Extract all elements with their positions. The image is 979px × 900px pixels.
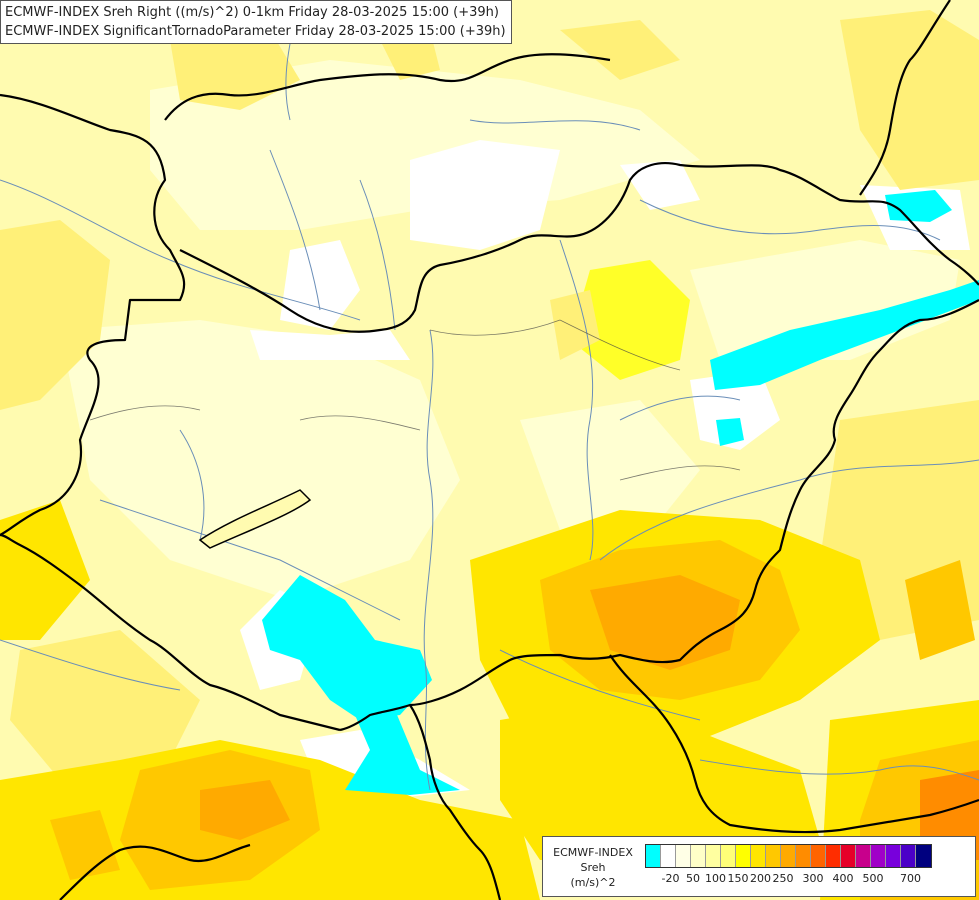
lake-balaton — [198, 489, 312, 549]
river-lines — [0, 0, 979, 791]
legend-label-line-2: Sreh — [580, 861, 606, 874]
map-title-box: ECMWF-INDEX Sreh Right ((m/s)^2) 0-1km F… — [0, 0, 512, 44]
legend-swatch — [646, 845, 661, 867]
legend-swatch — [886, 845, 901, 867]
color-legend: ECMWF-INDEX Sreh (m/s)^2 -20 50 100 150 200 2… — [542, 836, 976, 897]
legend-tick-label: 100 — [705, 872, 726, 885]
legend-swatch — [841, 845, 856, 867]
legend-tick-label: 250 — [772, 872, 794, 885]
sreh-orange-zones — [50, 540, 979, 900]
legend-swatch — [676, 845, 691, 867]
legend-swatch — [721, 845, 736, 867]
legend-swatch — [856, 845, 871, 867]
legend-tick-label: 300 — [802, 872, 824, 885]
legend-tick-label: 400 — [832, 872, 854, 885]
legend-ticks: -20 50 100 150 200 250 300 400 500 700 — [645, 872, 967, 888]
legend-tick-label: 150 — [727, 872, 749, 885]
legend-label-line-1: ECMWF-INDEX — [553, 846, 633, 859]
regional-borders — [89, 319, 741, 481]
legend-swatch — [781, 845, 796, 867]
sreh-cyan-areas — [262, 190, 979, 795]
legend-swatch — [811, 845, 826, 867]
title-line-2: ECMWF-INDEX SignificantTornadoParameter … — [5, 24, 506, 39]
legend-tick-label: 50 — [686, 872, 700, 885]
legend-tick-label: -20 — [661, 872, 680, 885]
legend-tick-label: 500 — [862, 872, 884, 885]
sreh-pale-zones — [60, 60, 960, 600]
legend-swatches — [645, 844, 932, 868]
legend-swatch — [691, 845, 706, 867]
legend-tick-label: 700 — [900, 872, 921, 885]
legend-swatch — [796, 845, 811, 867]
legend-tick-label: 200 — [750, 872, 771, 885]
title-line-1: ECMWF-INDEX Sreh Right ((m/s)^2) 0-1km F… — [5, 5, 499, 20]
legend-swatch — [826, 845, 841, 867]
legend-label: ECMWF-INDEX Sreh (m/s)^2 — [547, 845, 639, 890]
legend-swatch — [766, 845, 781, 867]
legend-swatch — [916, 845, 931, 867]
legend-swatch — [736, 845, 751, 867]
legend-label-line-3: (m/s)^2 — [570, 876, 616, 889]
legend-swatch — [901, 845, 916, 867]
legend-swatch — [871, 845, 886, 867]
legend-swatch — [751, 845, 766, 867]
legend-swatch — [661, 845, 676, 867]
legend-swatch — [706, 845, 721, 867]
